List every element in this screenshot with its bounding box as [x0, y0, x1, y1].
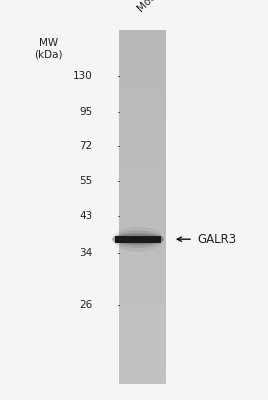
Bar	[119, 282, 166, 287]
Bar	[119, 61, 166, 65]
Bar	[119, 362, 166, 366]
Bar	[119, 331, 166, 335]
Bar	[119, 96, 166, 101]
Bar	[119, 30, 166, 384]
Bar	[119, 88, 166, 92]
Bar	[119, 220, 166, 225]
Bar	[119, 348, 166, 353]
Bar	[119, 43, 166, 48]
Bar	[119, 163, 166, 167]
Bar	[119, 105, 166, 110]
Bar	[119, 92, 166, 96]
Bar	[119, 70, 166, 74]
Bar	[119, 238, 166, 242]
Text: 130: 130	[73, 71, 92, 81]
Bar	[119, 150, 166, 154]
Bar	[119, 123, 166, 127]
Bar	[119, 127, 166, 132]
Bar	[119, 375, 166, 380]
Bar	[119, 234, 166, 238]
Bar	[119, 304, 166, 309]
Bar	[119, 202, 166, 207]
Bar	[119, 264, 166, 269]
Bar	[119, 225, 166, 229]
Bar	[119, 247, 166, 251]
Bar	[119, 291, 166, 296]
Bar	[119, 273, 166, 278]
Text: GALR3: GALR3	[197, 233, 236, 246]
Bar	[119, 340, 166, 344]
Bar	[119, 313, 166, 318]
Bar	[119, 110, 166, 114]
Bar	[119, 56, 166, 61]
Ellipse shape	[112, 234, 164, 245]
Bar	[119, 198, 166, 202]
Bar	[119, 242, 166, 247]
Bar	[119, 287, 166, 291]
Text: Mouse eye: Mouse eye	[136, 0, 183, 14]
Bar	[119, 180, 166, 185]
Bar	[119, 83, 166, 88]
Bar	[119, 172, 166, 176]
Bar	[119, 269, 166, 273]
Bar	[119, 207, 166, 212]
Bar	[119, 278, 166, 282]
Bar	[119, 167, 166, 172]
Bar	[119, 30, 166, 34]
Text: 43: 43	[79, 211, 92, 221]
Bar	[119, 185, 166, 189]
Bar	[119, 39, 166, 43]
Bar	[119, 344, 166, 348]
Text: 72: 72	[79, 141, 92, 151]
Bar	[119, 194, 166, 198]
Bar	[119, 229, 166, 234]
Bar	[119, 371, 166, 375]
Bar	[119, 118, 166, 123]
Bar	[119, 34, 166, 39]
Bar	[119, 326, 166, 331]
Bar	[119, 154, 166, 158]
Bar	[115, 236, 161, 243]
Bar	[119, 189, 166, 194]
Bar	[119, 65, 166, 70]
Ellipse shape	[112, 230, 164, 248]
Bar	[119, 136, 166, 141]
Bar	[119, 176, 166, 180]
Bar	[119, 260, 166, 264]
Bar	[119, 296, 166, 300]
Bar	[119, 300, 166, 304]
Bar	[119, 353, 166, 358]
Text: 34: 34	[79, 248, 92, 258]
Bar	[119, 52, 166, 56]
Bar	[119, 145, 166, 150]
Bar	[119, 380, 166, 384]
Text: 95: 95	[79, 107, 92, 117]
Bar	[119, 79, 166, 83]
Bar	[119, 158, 166, 163]
Bar	[119, 318, 166, 322]
Bar	[119, 335, 166, 340]
Bar	[119, 216, 166, 220]
Bar	[119, 101, 166, 105]
Bar	[119, 132, 166, 136]
Bar	[119, 114, 166, 118]
Bar	[119, 366, 166, 371]
Bar	[119, 141, 166, 145]
Bar	[119, 74, 166, 79]
Bar	[119, 212, 166, 216]
Bar	[119, 251, 166, 256]
Bar	[119, 256, 166, 260]
Text: MW
(kDa): MW (kDa)	[34, 38, 62, 60]
Bar	[119, 358, 166, 362]
Bar	[119, 48, 166, 52]
Bar	[119, 309, 166, 313]
Bar	[119, 322, 166, 326]
Text: 26: 26	[79, 300, 92, 310]
Text: 55: 55	[79, 176, 92, 186]
Ellipse shape	[112, 226, 164, 252]
